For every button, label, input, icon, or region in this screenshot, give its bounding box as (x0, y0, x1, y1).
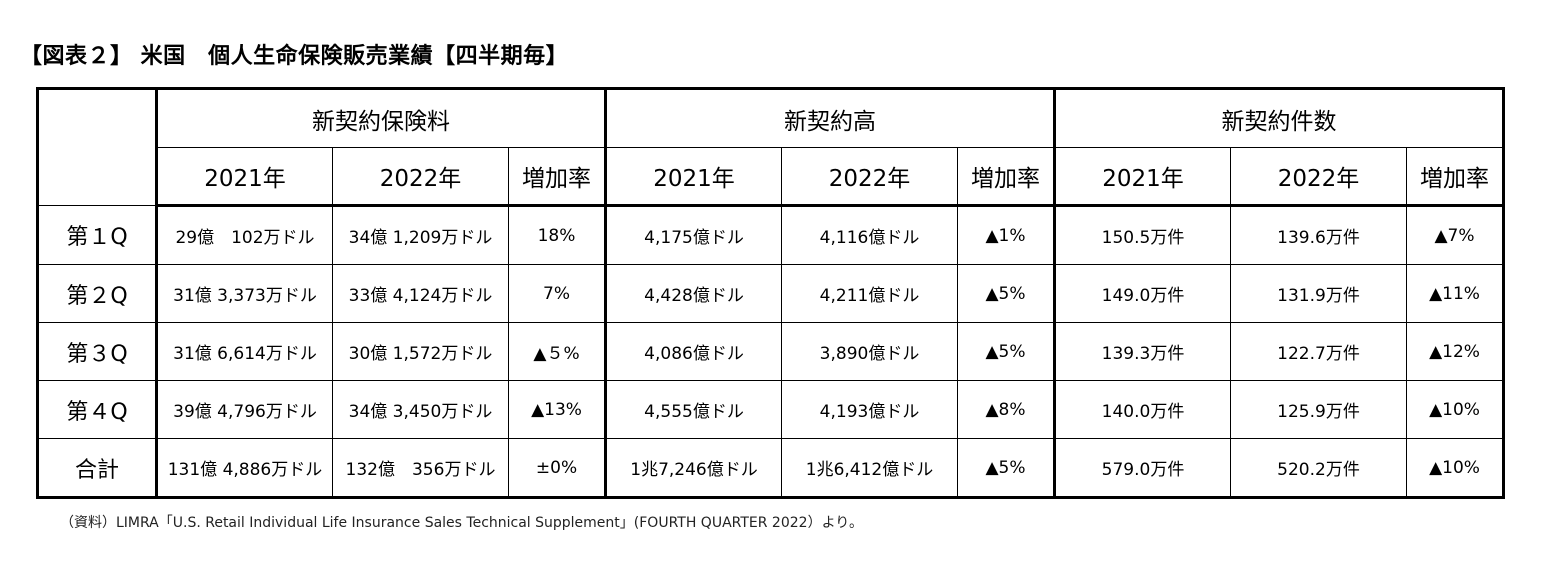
table-cell: 33億 4,124万ドル (332, 264, 509, 323)
table-cell: 30億 1,572万ドル (332, 322, 509, 381)
table-cell: 4,555億ドル (604, 380, 782, 439)
table-cell: 39億 4,796万ドル (156, 380, 333, 439)
table-cell: 4,116億ドル (781, 205, 958, 265)
col-header-2022: 2022年 (781, 147, 958, 207)
table-cell: 139.6万件 (1230, 205, 1407, 265)
table-cell: 4,211億ドル (781, 264, 958, 323)
table-cell: 131億 4,886万ドル (156, 438, 333, 498)
col-header-2021: 2021年 (604, 147, 782, 207)
table-cell: 7% (508, 264, 606, 323)
row-label: 第４Q (37, 380, 158, 439)
table-cell: 132億 356万ドル (332, 438, 509, 498)
table-cell: 4,175億ドル (604, 205, 782, 265)
table-cell: 139.3万件 (1053, 322, 1231, 381)
table-cell: 34億 3,450万ドル (332, 380, 509, 439)
table-cell: 140.0万件 (1053, 380, 1231, 439)
table-cell: 3,890億ドル (781, 322, 958, 381)
row-label: 合計 (37, 438, 158, 498)
table-cell: 4,193億ドル (781, 380, 958, 439)
table-cell: 34億 1,209万ドル (332, 205, 509, 265)
table-cell: ▲5% (957, 322, 1055, 381)
table-cell: 31億 3,373万ドル (156, 264, 333, 323)
table-cell: 18% (508, 205, 606, 265)
table-row-total: 合計 131億 4,886万ドル 132億 356万ドル ±0% 1兆7,246… (37, 438, 1504, 498)
table-cell: ▲5% (957, 438, 1055, 498)
table-cell: ▲５% (508, 322, 606, 381)
table-cell: 520.2万件 (1230, 438, 1407, 498)
table-cell: ▲11% (1406, 264, 1504, 323)
col-header-2022: 2022年 (332, 147, 509, 207)
col-header-growth: 増加率 (508, 147, 606, 207)
table-cell: ▲10% (1406, 438, 1504, 498)
table-row: 第３Q 31億 6,614万ドル 30億 1,572万ドル ▲５% 4,086億… (37, 322, 1504, 381)
table-cell: 149.0万件 (1053, 264, 1231, 323)
page-title: 【図表２】 米国 個人生命保険販売業績【四半期毎】 (20, 44, 569, 69)
table-cell: 1兆6,412億ドル (781, 438, 958, 498)
table-row: 第２Q 31億 3,373万ドル 33億 4,124万ドル 7% 4,428億ド… (37, 264, 1504, 323)
table-cell: ▲1% (957, 205, 1055, 265)
table-cell: ▲10% (1406, 380, 1504, 439)
col-header-2022: 2022年 (1230, 147, 1407, 207)
table-cell: ▲12% (1406, 322, 1504, 381)
table-row: 第４Q 39億 4,796万ドル 34億 3,450万ドル ▲13% 4,555… (37, 380, 1504, 439)
table-cell: 125.9万件 (1230, 380, 1407, 439)
corner-cell (37, 88, 158, 206)
col-header-2021: 2021年 (156, 147, 333, 207)
table-cell: ±0% (508, 438, 606, 498)
row-label: 第２Q (37, 264, 158, 323)
table-cell: 122.7万件 (1230, 322, 1407, 381)
row-label: 第１Q (37, 205, 158, 265)
table-cell: 150.5万件 (1053, 205, 1231, 265)
group-header-premium: 新契約保険料 (156, 88, 606, 148)
table-cell: 29億 102万ドル (156, 205, 333, 265)
table-row: 第１Q 29億 102万ドル 34億 1,209万ドル 18% 4,175億ドル… (37, 205, 1504, 265)
col-header-2021: 2021年 (1053, 147, 1231, 207)
row-label: 第３Q (37, 322, 158, 381)
table-cell: ▲5% (957, 264, 1055, 323)
table-cell: 4,428億ドル (604, 264, 782, 323)
sales-table: 新契約保険料 新契約高 新契約件数 2021年 2022年 増加率 2021年 … (36, 87, 1505, 499)
col-header-growth: 増加率 (1406, 147, 1504, 207)
table-cell: 31億 6,614万ドル (156, 322, 333, 381)
table-cell: 1兆7,246億ドル (604, 438, 782, 498)
group-header-policy-count: 新契約件数 (1053, 88, 1504, 148)
table-cell: ▲8% (957, 380, 1055, 439)
col-header-growth: 増加率 (957, 147, 1055, 207)
table-cell: 4,086億ドル (604, 322, 782, 381)
table-cell: 579.0万件 (1053, 438, 1231, 498)
table-cell: ▲7% (1406, 205, 1504, 265)
source-note: （資料）LIMRA「U.S. Retail Individual Life In… (60, 515, 864, 531)
table-cell: 131.9万件 (1230, 264, 1407, 323)
group-header-face-amount: 新契約高 (604, 88, 1055, 148)
table-cell: ▲13% (508, 380, 606, 439)
